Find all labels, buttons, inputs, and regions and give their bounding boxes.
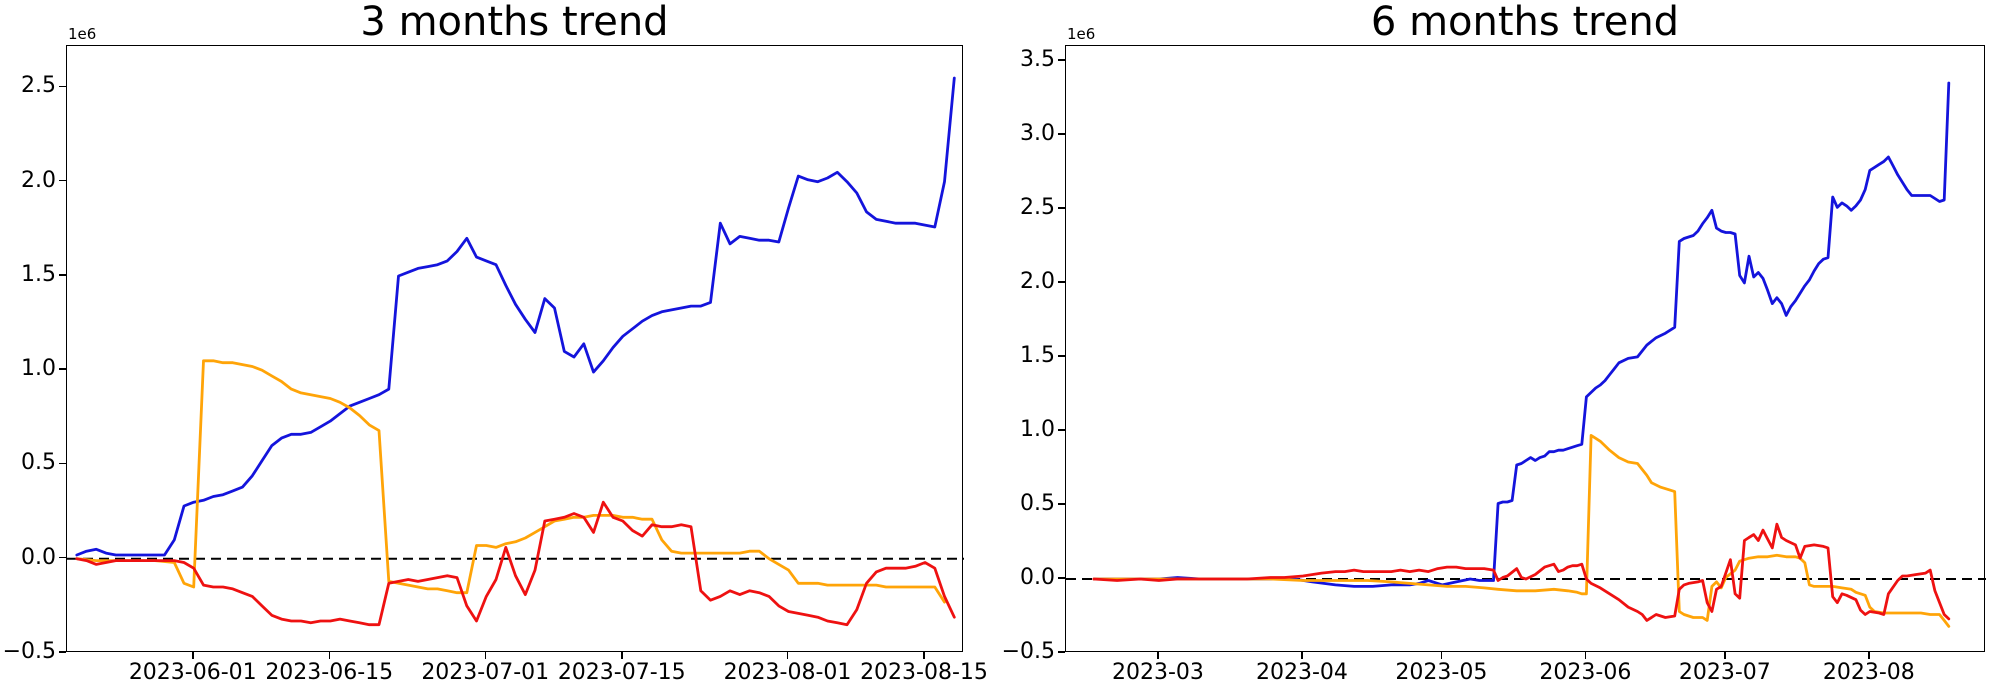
- x-tick-label: 2023-05: [1395, 660, 1488, 685]
- y-tick-mark: [1058, 355, 1065, 357]
- y-tick-label: 1.5: [1020, 342, 1055, 368]
- x-tick-mark: [1868, 652, 1870, 659]
- chart-6-months-trend: 6 months trend 1e6 −0.5 0.0 0.5 1.0 1.5 2.0 2.…: [1002, 0, 1986, 685]
- series-blue-line: [1092, 81, 1951, 588]
- series-red-line: [1092, 522, 1951, 622]
- y-tick-label: 0.5: [1020, 490, 1055, 516]
- y-tick-mark: [1058, 429, 1065, 431]
- y-tick-label: 2.0: [1020, 268, 1055, 294]
- y-axis-offset-label: 1e6: [1067, 25, 1096, 43]
- y-tick-mark: [1058, 281, 1065, 283]
- x-tick-label: 2023-07-15: [557, 660, 686, 685]
- y-tick-mark: [59, 274, 66, 276]
- x-tick-label: 2023-03: [1111, 660, 1204, 685]
- x-tick-label: 2023-06-15: [265, 660, 394, 685]
- series-blue-line: [75, 76, 956, 557]
- x-tick-mark: [1724, 652, 1726, 659]
- chart-3-months-trend: 3 months trend 1e6 −0.5 0.0 0.5 1.0 1.5 2.0 2.…: [3, 0, 988, 685]
- y-tick-mark: [59, 651, 66, 653]
- x-tick-label: 2023-08-01: [723, 660, 852, 685]
- y-tick-mark: [1058, 133, 1065, 135]
- y-tick-mark: [1058, 59, 1065, 61]
- y-tick-label: 0.0: [21, 544, 56, 570]
- y-tick-label: 1.0: [21, 356, 56, 382]
- x-tick-mark: [621, 652, 623, 659]
- y-tick-mark: [59, 85, 66, 88]
- y-tick-label: 2.0: [21, 167, 56, 193]
- x-tick-label: 2023-06: [1539, 660, 1632, 685]
- y-tick-mark: [1058, 207, 1065, 209]
- y-tick-label: 2.5: [1020, 194, 1055, 220]
- series-orange-line: [75, 359, 946, 604]
- y-tick-label: 3.5: [1020, 46, 1055, 72]
- x-tick-mark: [786, 652, 789, 659]
- y-tick-label: −0.5: [1001, 639, 1055, 664]
- y-tick-label: 1.0: [1020, 416, 1055, 442]
- y-tick-mark: [1058, 651, 1065, 653]
- chart-title: 6 months trend: [1370, 0, 1680, 45]
- x-tick-mark: [1157, 652, 1159, 659]
- y-tick-label: 2.5: [21, 73, 56, 99]
- chart-title: 3 months trend: [360, 0, 669, 45]
- x-tick-mark: [484, 652, 486, 659]
- plot-canvas: [1066, 81, 1986, 628]
- x-tick-mark: [923, 652, 925, 659]
- series-red-line: [75, 500, 956, 627]
- y-tick-mark: [1058, 503, 1065, 505]
- y-tick-mark: [59, 556, 66, 559]
- y-tick-label: 0.5: [21, 450, 56, 476]
- x-tick-mark: [1440, 652, 1443, 659]
- x-tick-label: 2023-06-01: [128, 660, 257, 685]
- y-tick-mark: [59, 368, 66, 370]
- x-tick-mark: [1584, 652, 1587, 659]
- plot-area: [66, 45, 964, 652]
- y-tick-label: 1.5: [21, 261, 56, 287]
- x-tick-mark: [328, 652, 330, 659]
- series-orange-line: [1092, 433, 1951, 628]
- x-tick-label: 2023-04: [1256, 660, 1348, 685]
- y-tick-label: 3.0: [1020, 120, 1055, 146]
- y-axis-offset-label: 1e6: [68, 25, 97, 43]
- y-tick-mark: [1058, 577, 1065, 579]
- y-tick-mark: [59, 462, 66, 465]
- plot-canvas: [67, 76, 964, 627]
- x-tick-label: 2023-07: [1678, 660, 1771, 685]
- x-tick-label: 2023-08-15: [860, 660, 988, 685]
- y-tick-label: 0.0: [1020, 564, 1055, 590]
- x-tick-mark: [192, 652, 194, 659]
- x-tick-label: 2023-07-01: [421, 660, 550, 685]
- y-tick-label: −0.5: [2, 639, 56, 664]
- plot-area: [1065, 45, 1986, 652]
- x-tick-mark: [1301, 652, 1303, 659]
- y-tick-mark: [59, 179, 66, 182]
- x-tick-label: 2023-08: [1822, 660, 1915, 685]
